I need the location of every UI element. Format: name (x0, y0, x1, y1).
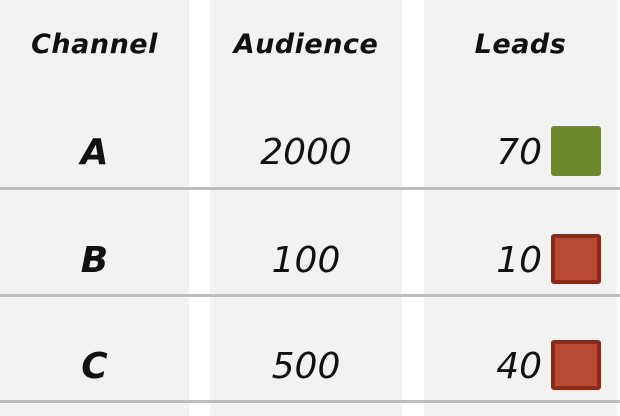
row-c-status-swatch (551, 340, 601, 390)
row-c-leads: 40 (496, 345, 542, 387)
row-b-audience: 100 (271, 239, 341, 281)
row-b-leads: 10 (496, 239, 542, 281)
header-leads: Leads (474, 28, 567, 60)
header-channel: Channel (31, 28, 158, 60)
row-divider (0, 187, 620, 190)
row-a-channel: A (80, 131, 109, 173)
row-a-leads: 70 (496, 131, 542, 173)
row-c-audience: 500 (271, 345, 341, 387)
row-c-channel: C (81, 345, 108, 387)
audience-column-background (210, 0, 402, 416)
channel-column-background (0, 0, 189, 416)
row-a-audience: 2000 (260, 131, 352, 173)
row-b-channel: B (80, 239, 109, 281)
row-a-status-swatch (551, 126, 601, 176)
row-divider (0, 294, 620, 297)
row-b-status-swatch (551, 234, 601, 284)
row-divider (0, 400, 620, 403)
header-audience: Audience (233, 28, 379, 60)
